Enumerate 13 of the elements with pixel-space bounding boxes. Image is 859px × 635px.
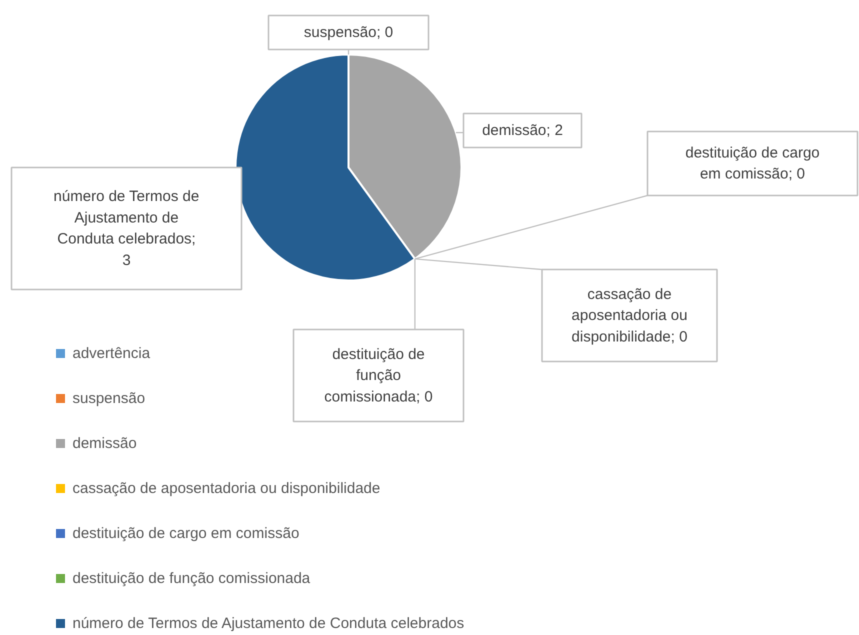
data-label: número de Termos de Ajustamento de Conduta celebrados; 3 [54, 188, 200, 269]
legend-label: suspensão [72, 390, 146, 407]
data-label: demissão; 2 [482, 122, 563, 139]
text: destituição de cargo em comissão; 0 [685, 144, 820, 183]
text: cassação de aposentadoria ou disponibilidade; 0 [572, 286, 688, 346]
legend-label: destituição de cargo em comissão [72, 525, 300, 542]
text: suspensão; 0 [304, 24, 394, 41]
legend-label: advertência [72, 345, 151, 362]
legend-label: cassação de aposentadoria ou disponibilidade [72, 480, 380, 497]
text: destituição de função comissionada; 0 [324, 346, 433, 406]
legend-label: número de Termos de Ajustamento de Conduta celebrados [72, 615, 464, 632]
legend-label: destituição de função comissionada [72, 570, 311, 587]
legend-label: demissão [72, 435, 137, 452]
